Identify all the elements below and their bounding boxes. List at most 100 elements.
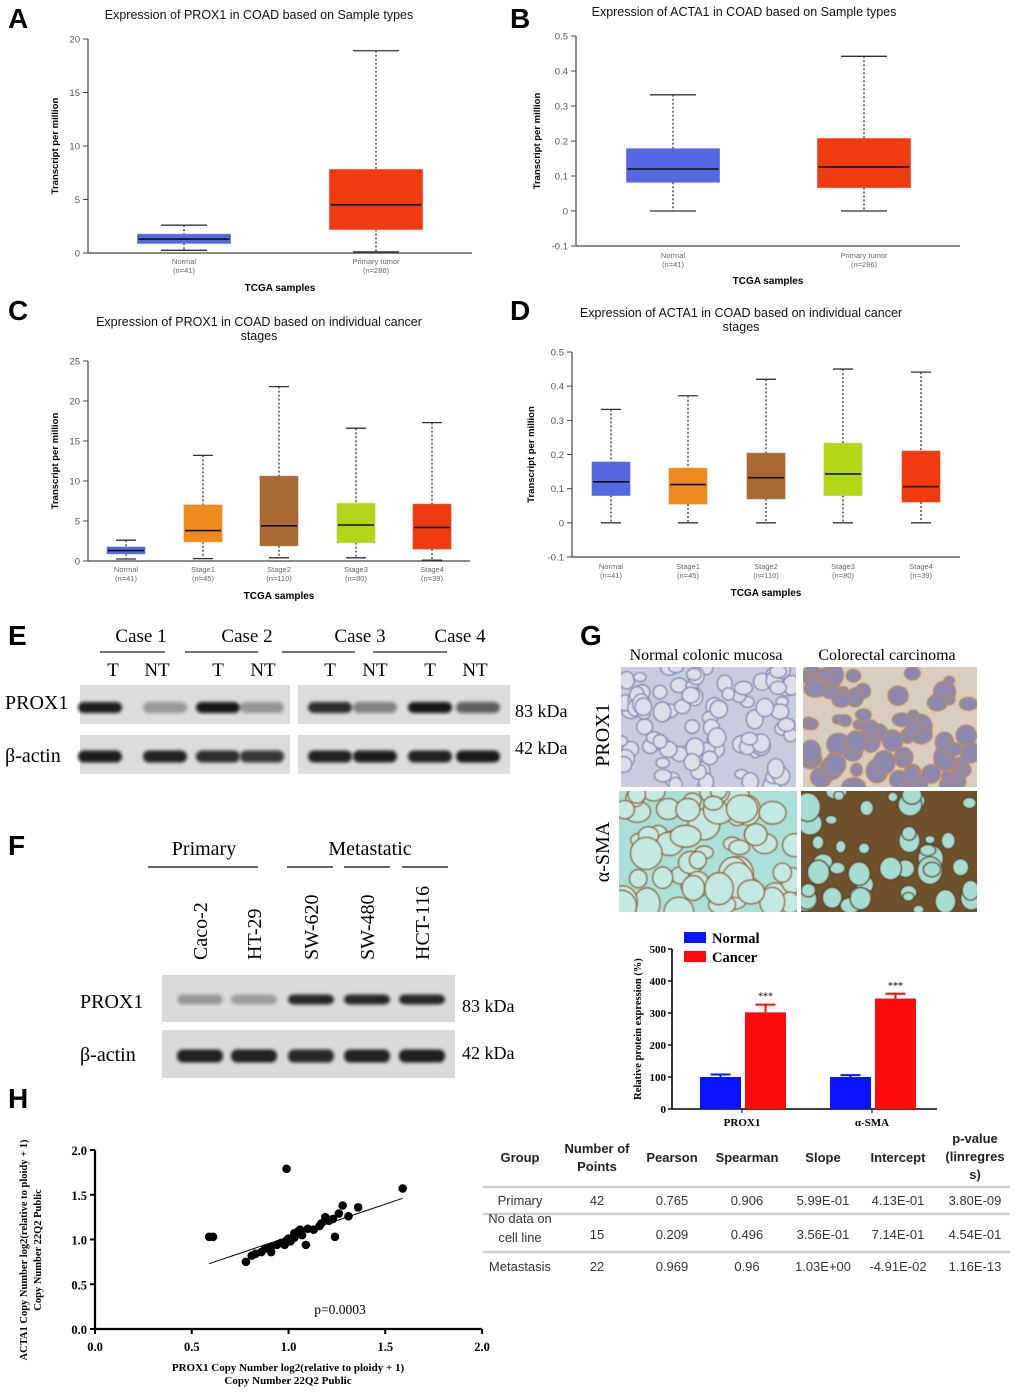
category-label: Primary tumor (352, 257, 400, 266)
x-axis-label: TCGA samples (731, 588, 802, 599)
tissue-structure (621, 670, 635, 690)
category-n: (n=110) (266, 574, 292, 583)
y-tick-label: 0 (559, 518, 564, 529)
panel-letter: G (580, 620, 602, 651)
tissue-structure (652, 866, 674, 889)
y-tick-label: 25 (69, 357, 80, 368)
tissue-structure (683, 753, 701, 771)
table-cell: -4.91E-02 (869, 1259, 926, 1274)
tissue-structure (703, 795, 724, 811)
lane-label: NT (144, 660, 170, 681)
chart-title: Expression of PROX1 in COAD based on Sam… (105, 8, 413, 22)
blot-band (143, 750, 187, 763)
tissue-structure (701, 750, 719, 766)
category-n: (n=41) (600, 571, 622, 580)
legend-label: Cancer (712, 950, 758, 966)
category-label: Stage1 (191, 565, 215, 574)
table-cell: 4.13E-01 (872, 1193, 925, 1208)
category-label: Normal (114, 565, 139, 574)
category-label: Normal (599, 562, 624, 571)
tissue-structure (919, 844, 937, 857)
blot-band (353, 750, 397, 763)
table-cell: cell line (498, 1230, 541, 1245)
iqr-box (823, 442, 863, 497)
ihc-sma-carcinoma (801, 791, 977, 912)
x-axis-label: Copy Number 22Q2 Public (224, 1375, 351, 1387)
tissue-structure (887, 685, 909, 707)
iqr-box (183, 504, 223, 543)
tissue-structure (627, 791, 647, 804)
lane-label: T (324, 660, 336, 681)
blot-band (177, 994, 223, 1005)
scatter-point (334, 1209, 344, 1218)
tissue-structure (849, 886, 872, 911)
box-normal: Normal(n=41) (626, 94, 720, 269)
box-stage3: Stage3(n=80) (823, 368, 863, 580)
lane-label: NT (362, 660, 388, 681)
box-primary-tumor: Primary tumor(n=286) (329, 50, 423, 275)
y-tick-label: 20 (69, 397, 80, 408)
category-n: (n=39) (421, 574, 443, 583)
row-label: α-SMA (592, 821, 614, 882)
y-tick-label: 0.4 (551, 382, 564, 393)
tissue-structure (737, 879, 766, 905)
chart-title: Expression of PROX1 in COAD based on ind… (96, 315, 422, 329)
scatter-point (282, 1164, 291, 1174)
case-label: Case 3 (334, 626, 385, 647)
tissue-structure (769, 680, 787, 695)
tissue-structure (801, 883, 817, 898)
tissue-structure (652, 733, 668, 749)
table-cell: 4.54E-01 (949, 1227, 1002, 1242)
y-tick-label: 0 (75, 249, 80, 260)
x-tick-label: 0.5 (184, 1340, 200, 1354)
scatter-point (286, 1236, 295, 1246)
table-cell: 7.14E-01 (872, 1227, 925, 1242)
category-label: Primary tumor (840, 251, 888, 260)
scatter-plot-h: 0.0 0.5 1.0 1.5 2.0 0.0 0.5 1.0 1.5 2.0 p=0.0003 PR… (19, 1139, 490, 1387)
blot-band (308, 750, 352, 763)
category-label: Stage3 (831, 562, 855, 571)
blot-band (288, 1049, 334, 1063)
iqr-box (626, 148, 720, 183)
iqr-box (591, 461, 631, 496)
tissue-structure (743, 823, 768, 847)
y-tick-label: 0.5 (71, 1278, 87, 1292)
tissue-structure (707, 727, 727, 748)
tissue-structure (805, 667, 819, 675)
tissue-structure (881, 729, 904, 752)
molecular-weight-label: 42 kDa (515, 738, 568, 758)
y-tick-label: 0.0 (71, 1323, 87, 1337)
blot-band (240, 702, 284, 713)
category-label: Stage1 (676, 562, 700, 571)
column-header: Slope (805, 1150, 840, 1165)
tissue-structure (629, 836, 663, 871)
blot-band (177, 1049, 223, 1063)
panel-letter: A (8, 3, 28, 34)
y-tick-label: 1.0 (71, 1234, 87, 1248)
category-n: (n=110) (753, 571, 779, 580)
table-cell: Metastasis (489, 1259, 552, 1274)
significance-label: *** (758, 992, 773, 1003)
western-blot-f: Primary Metastatic Caco-2 HT-29 SW-620 SW-480… (80, 838, 515, 1078)
box-stage2: Stage2(n=110) (746, 378, 786, 580)
y-tick-label: 1.5 (71, 1189, 87, 1203)
column-header: Points (577, 1159, 617, 1174)
blot-band (143, 702, 187, 713)
molecular-weight-label: 83 kDa (515, 701, 568, 721)
y-tick-label: 10 (69, 477, 80, 488)
box-stage4: Stage4(n=39) (901, 371, 941, 580)
tissue-structure (758, 800, 787, 825)
bar-cancer (875, 998, 916, 1109)
table-cell: 0.969 (656, 1259, 689, 1274)
legend-label: Normal (712, 931, 760, 947)
column-header: s) (969, 1167, 981, 1182)
y-tick-label: 400 (650, 976, 667, 988)
tissue-structure (845, 730, 868, 754)
scatter-point (260, 1244, 270, 1253)
blot-band (344, 994, 390, 1005)
blot-band (231, 994, 277, 1005)
table-cell: 42 (590, 1193, 604, 1208)
category-n: (n=45) (192, 574, 214, 583)
